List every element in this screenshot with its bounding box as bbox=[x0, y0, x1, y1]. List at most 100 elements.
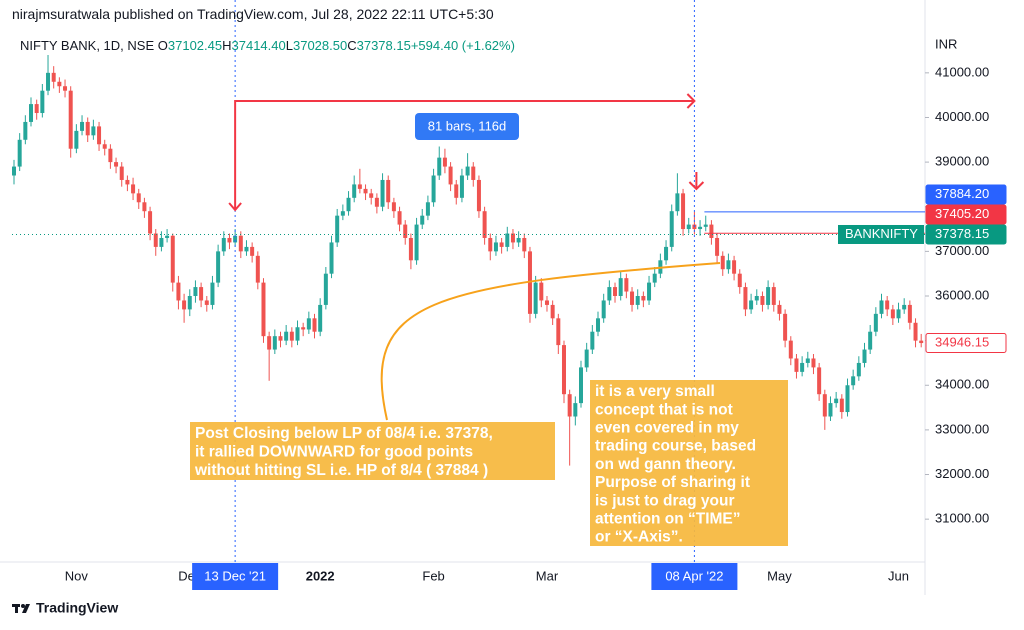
price-label: 37405.20 bbox=[935, 206, 989, 221]
candle-body bbox=[442, 157, 447, 167]
candle-body bbox=[108, 148, 113, 163]
price-label: 37884.20 bbox=[935, 186, 989, 201]
footer-logo bbox=[12, 604, 30, 613]
candle-body bbox=[250, 246, 255, 256]
candle-body bbox=[199, 287, 204, 301]
candle-body bbox=[295, 327, 300, 341]
candle-body bbox=[374, 197, 379, 207]
candle-body bbox=[907, 304, 912, 323]
candle-body bbox=[431, 175, 436, 203]
candle-body bbox=[114, 162, 119, 167]
y-tick-label: 39000.00 bbox=[935, 154, 989, 169]
candle-body bbox=[29, 104, 34, 122]
candle-body bbox=[590, 331, 595, 350]
candle-body bbox=[68, 90, 73, 149]
price-label: 37378.15 bbox=[935, 226, 989, 241]
price-tag-bg bbox=[838, 224, 924, 244]
crosshair-label-bg bbox=[192, 563, 279, 590]
note-line: on wd gann theory. bbox=[595, 456, 736, 473]
symbol: NIFTY BANK, 1D, NSE bbox=[20, 38, 155, 53]
y-tick-label: 31000.00 bbox=[935, 511, 989, 526]
candle-body bbox=[476, 179, 481, 212]
candle-body bbox=[340, 211, 345, 216]
candle-body bbox=[386, 179, 391, 203]
candle-body bbox=[23, 121, 28, 140]
candle-body bbox=[221, 237, 226, 252]
candle-body bbox=[80, 121, 85, 131]
candle-body bbox=[369, 193, 374, 198]
price-label-bg bbox=[925, 204, 1007, 225]
candle-body bbox=[664, 246, 669, 261]
candle-body bbox=[885, 300, 890, 310]
candle-body bbox=[352, 184, 357, 198]
note-box bbox=[590, 380, 788, 546]
y-tick-label: 33000.00 bbox=[935, 421, 989, 436]
candle-body bbox=[97, 126, 102, 145]
candle-body bbox=[454, 184, 459, 198]
candle-body bbox=[681, 193, 686, 230]
candle-body bbox=[698, 226, 703, 230]
candle-body bbox=[544, 300, 549, 305]
price-label: 34946.15 bbox=[935, 334, 989, 349]
candle-body bbox=[482, 211, 487, 238]
candle-body bbox=[46, 72, 51, 91]
candle-body bbox=[766, 287, 771, 305]
candle-body bbox=[834, 398, 839, 404]
candle-body bbox=[579, 367, 583, 404]
candle-body bbox=[346, 197, 351, 212]
legend-change: +594.40 (+1.62%) bbox=[410, 38, 515, 53]
price-label-bg bbox=[925, 333, 1007, 354]
candle-body bbox=[618, 278, 623, 296]
candle-body bbox=[760, 296, 765, 305]
candle-body bbox=[613, 287, 618, 296]
y-axis-label: INR bbox=[935, 36, 957, 51]
candle-body bbox=[533, 282, 538, 314]
candle-body bbox=[732, 260, 737, 274]
candle-body bbox=[153, 233, 158, 247]
candle-body bbox=[34, 104, 39, 114]
candle-body bbox=[839, 398, 844, 413]
crosshair-label: 13 Dec '21 bbox=[204, 568, 266, 583]
candle-body bbox=[624, 278, 629, 292]
candle-body bbox=[805, 358, 810, 363]
candle-body bbox=[890, 309, 895, 319]
candle-body bbox=[896, 309, 901, 319]
candle-body bbox=[811, 358, 816, 368]
candle-body bbox=[879, 300, 884, 314]
candle-body bbox=[420, 215, 425, 225]
crosshair-label: 08 Apr '22 bbox=[665, 568, 723, 583]
candle-body bbox=[596, 318, 601, 332]
candle-body bbox=[40, 90, 45, 114]
candle-body bbox=[539, 282, 544, 301]
candle-body bbox=[51, 72, 56, 82]
crosshair-label-bg bbox=[651, 563, 738, 590]
candle-body bbox=[783, 313, 788, 341]
legend-value: 37102.45 bbox=[167, 38, 223, 53]
candle-body bbox=[913, 322, 918, 341]
candle-body bbox=[567, 394, 572, 417]
candle-body bbox=[873, 313, 878, 332]
candle-body bbox=[329, 242, 334, 274]
candle-body bbox=[318, 304, 323, 332]
note-line: without hitting SL i.e. HP of 8/4 ( 3788… bbox=[194, 462, 488, 479]
candle-body bbox=[601, 300, 606, 319]
y-tick-label: 40000.00 bbox=[935, 109, 989, 124]
candle-body bbox=[289, 331, 294, 341]
candle-body bbox=[788, 340, 793, 359]
note-line: Post Closing below LP of 08/4 i.e. 37378… bbox=[195, 425, 493, 442]
candle-body bbox=[709, 224, 714, 238]
candle-body bbox=[306, 318, 311, 330]
candle-body bbox=[125, 179, 130, 185]
candle-body bbox=[142, 202, 147, 212]
candle-body bbox=[550, 304, 555, 319]
candle-body bbox=[488, 237, 493, 252]
candle-body bbox=[919, 340, 924, 344]
plot-area: 31000.0032000.0033000.0034000.0035000.00… bbox=[0, 0, 989, 595]
candle-body bbox=[471, 166, 476, 180]
note-line: trading course, based bbox=[595, 438, 756, 455]
candle-body bbox=[499, 242, 504, 247]
candle-body bbox=[720, 255, 725, 270]
y-tick-label: 34000.00 bbox=[935, 377, 989, 392]
candle-body bbox=[522, 237, 527, 252]
candle-body bbox=[148, 211, 153, 234]
